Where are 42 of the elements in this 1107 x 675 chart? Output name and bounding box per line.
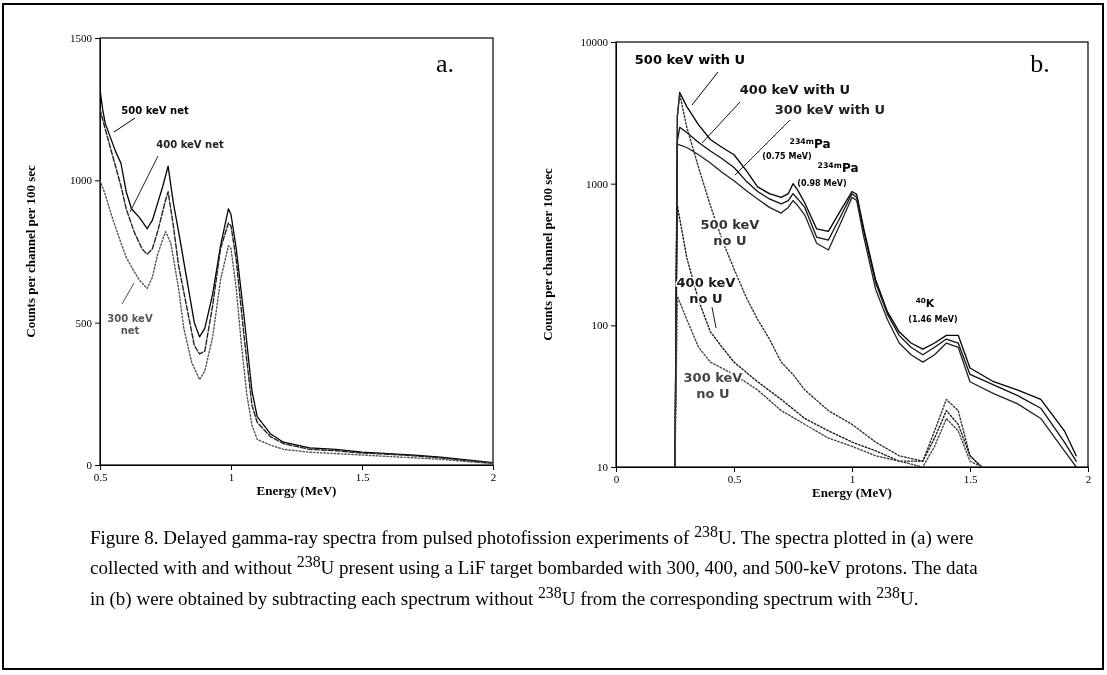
x-axis-title: Energy (MeV) xyxy=(256,483,337,498)
x-tick-label: 2 xyxy=(1085,472,1092,485)
y-tick-label: 500 xyxy=(75,316,93,329)
line-series xyxy=(674,295,983,467)
x-tick-label: 1.5 xyxy=(963,472,978,485)
annotation: $^{234m}$Pa xyxy=(817,160,859,175)
chart-title: a. xyxy=(435,49,455,78)
text: 300 keV with U xyxy=(774,102,886,117)
y-axis-title: Counts per channel per 100 sec xyxy=(540,168,555,341)
line-series xyxy=(100,179,493,465)
annotation: $^{40}$K xyxy=(915,295,935,310)
x-tick-label: 1 xyxy=(228,470,235,483)
legend-label: 300 keV net xyxy=(107,313,153,336)
series-label: 400 keV no U xyxy=(676,275,736,306)
series-label: 500 keV net xyxy=(121,105,189,116)
text: 400 keV with U xyxy=(739,82,851,97)
series-label: 300 keV no U xyxy=(683,370,743,401)
y-axis-title: Counts per channel per 100 sec xyxy=(23,165,38,338)
y-tick-label: 1000 xyxy=(586,177,609,190)
line-series xyxy=(674,93,983,467)
y-tick-label: 100 xyxy=(591,319,609,332)
text: Figure 8. Delayed gamma-ray spectra from pulsed photofission experiments of $^{238}$U. The spectra plotted in (a) were collected with and without $^{238}$U present using a LiF target bombarded with 300, 400, and 500-keV protons. The data in (b) were obtained by subtracting each spectrum without $^{238}$U from the corresponding spectrum with $^{238}$U. xyxy=(90,523,978,609)
x-tick-label: 0.5 xyxy=(93,470,108,483)
annotation: (0.98 MeV) xyxy=(797,179,847,188)
text: 500 keV with U xyxy=(634,52,746,67)
series-label: 500 keV no U xyxy=(700,217,760,248)
y-tick-label: 1000 xyxy=(70,174,93,187)
annotation: (1.46 MeV) xyxy=(908,315,958,324)
x-tick-label: 0 xyxy=(613,472,620,485)
y-tick-label: 0 xyxy=(86,459,93,472)
text: 400 keV net xyxy=(156,139,224,150)
x-tick-label: 0.5 xyxy=(727,472,742,485)
annotation: (0.75 MeV) xyxy=(762,152,812,161)
chart-title: b. xyxy=(1030,49,1050,78)
y-tick-label: 1500 xyxy=(70,32,93,45)
x-tick-label: 1.5 xyxy=(355,470,370,483)
annotation: $^{234m}$Pa xyxy=(789,136,831,151)
x-tick-label: 2 xyxy=(490,470,497,483)
x-tick-label: 1 xyxy=(849,472,856,485)
y-tick-label: 10 xyxy=(597,461,609,474)
y-tick-label: 10000 xyxy=(580,36,609,49)
x-axis-title: Energy (MeV) xyxy=(812,485,892,500)
